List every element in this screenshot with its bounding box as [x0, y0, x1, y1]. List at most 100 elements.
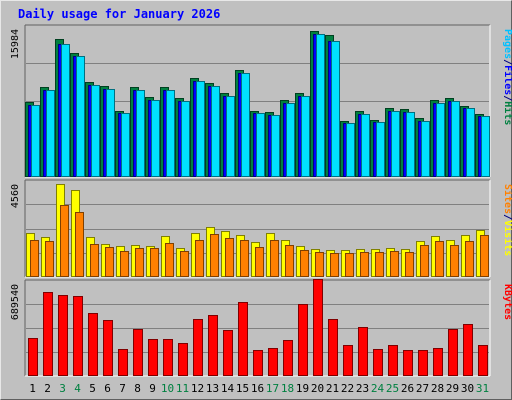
bar-kbytes-8	[133, 329, 143, 376]
bar-pages-23	[361, 114, 370, 177]
day-label-19: 19	[296, 382, 309, 395]
bar-kbytes-25	[388, 345, 398, 376]
bar-sites-7	[120, 251, 129, 277]
chart-title: Daily usage for January 2026	[18, 7, 221, 21]
bar-pages-29	[451, 101, 460, 177]
bar-sites-19	[300, 250, 309, 277]
legend-entry: Pages	[502, 29, 512, 59]
day-label-22: 22	[341, 382, 354, 395]
day-label-10: 10	[161, 382, 174, 395]
bar-pages-1	[31, 105, 40, 177]
bar-kbytes-19	[298, 304, 308, 376]
bar-kbytes-30	[463, 324, 473, 376]
bar-kbytes-3	[58, 295, 68, 376]
day-label-24: 24	[371, 382, 385, 395]
bar-sites-9	[150, 248, 159, 277]
bar-sites-11	[180, 251, 189, 277]
legend-entry: Visits	[502, 220, 512, 256]
bar-pages-19	[301, 96, 310, 177]
day-label-28: 28	[431, 382, 444, 395]
panel-top-legend: Pages/Files/Hits	[502, 29, 512, 125]
bar-pages-31	[481, 116, 490, 177]
bar-pages-2	[46, 90, 55, 177]
day-label-17: 17	[266, 382, 279, 395]
bar-kbytes-6	[103, 320, 113, 376]
bar-sites-30	[465, 241, 474, 277]
bar-pages-17	[271, 115, 280, 177]
bar-sites-13	[210, 234, 219, 277]
bar-pages-5	[91, 85, 100, 177]
bar-sites-1	[30, 240, 39, 277]
bar-sites-31	[480, 235, 489, 277]
bar-sites-17	[270, 240, 279, 277]
bar-sites-4	[75, 212, 84, 277]
day-label-21: 21	[326, 382, 339, 395]
bar-kbytes-7	[118, 349, 128, 376]
legend-entry: KBytes	[502, 284, 512, 320]
bar-kbytes-22	[343, 345, 353, 376]
day-label-9: 9	[149, 382, 156, 395]
day-label-27: 27	[416, 382, 429, 395]
bar-pages-7	[121, 113, 130, 177]
day-label-25: 25	[386, 382, 399, 395]
bar-kbytes-20	[313, 279, 323, 376]
bar-kbytes-2	[43, 292, 53, 376]
bar-kbytes-9	[148, 339, 158, 376]
bar-sites-16	[255, 247, 264, 277]
day-label-6: 6	[104, 382, 111, 395]
day-label-3: 3	[59, 382, 66, 395]
bar-kbytes-5	[88, 313, 98, 376]
bar-kbytes-23	[358, 327, 368, 376]
bar-kbytes-16	[253, 350, 263, 376]
bar-pages-22	[346, 123, 355, 177]
bar-kbytes-27	[418, 350, 428, 376]
bar-pages-11	[181, 101, 190, 177]
bar-sites-6	[105, 247, 114, 277]
bar-kbytes-28	[433, 348, 443, 376]
bar-sites-8	[135, 248, 144, 277]
day-label-2: 2	[44, 382, 51, 395]
day-label-14: 14	[221, 382, 235, 395]
bar-sites-12	[195, 240, 204, 277]
bar-pages-24	[376, 122, 385, 177]
bar-sites-26	[405, 252, 414, 277]
bar-pages-18	[286, 103, 295, 177]
bar-kbytes-31	[478, 345, 488, 376]
legend-entry: /	[502, 59, 512, 65]
day-label-23: 23	[356, 382, 369, 395]
bar-kbytes-11	[178, 343, 188, 376]
bar-sites-20	[315, 252, 324, 277]
bar-pages-27	[421, 121, 430, 177]
bar-kbytes-14	[223, 330, 233, 376]
day-label-18: 18	[281, 382, 294, 395]
bar-kbytes-4	[73, 296, 83, 376]
day-label-13: 13	[206, 382, 219, 395]
panel-bottom-max-label: 689540	[10, 284, 21, 320]
day-label-16: 16	[251, 382, 264, 395]
bar-pages-15	[241, 73, 250, 177]
bar-sites-24	[375, 252, 384, 277]
day-label-29: 29	[446, 382, 459, 395]
bar-sites-3	[60, 205, 69, 277]
day-label-11: 11	[176, 382, 189, 395]
legend-entry: /	[502, 214, 512, 220]
bar-pages-6	[106, 89, 115, 177]
day-label-5: 5	[89, 382, 96, 395]
bar-pages-4	[76, 56, 85, 177]
bar-kbytes-17	[268, 348, 278, 376]
bar-pages-13	[211, 86, 220, 177]
bar-pages-20	[316, 34, 325, 177]
day-label-20: 20	[311, 382, 324, 395]
legend-entry: Hits	[502, 101, 512, 125]
bar-pages-9	[151, 100, 160, 177]
day-label-31: 31	[476, 382, 489, 395]
bar-sites-29	[450, 245, 459, 277]
day-label-7: 7	[119, 382, 126, 395]
bar-kbytes-29	[448, 329, 458, 376]
bar-pages-25	[391, 111, 400, 177]
bar-kbytes-21	[328, 319, 338, 376]
bar-pages-16	[256, 113, 265, 177]
day-label-1: 1	[29, 382, 36, 395]
bar-pages-8	[136, 90, 145, 177]
